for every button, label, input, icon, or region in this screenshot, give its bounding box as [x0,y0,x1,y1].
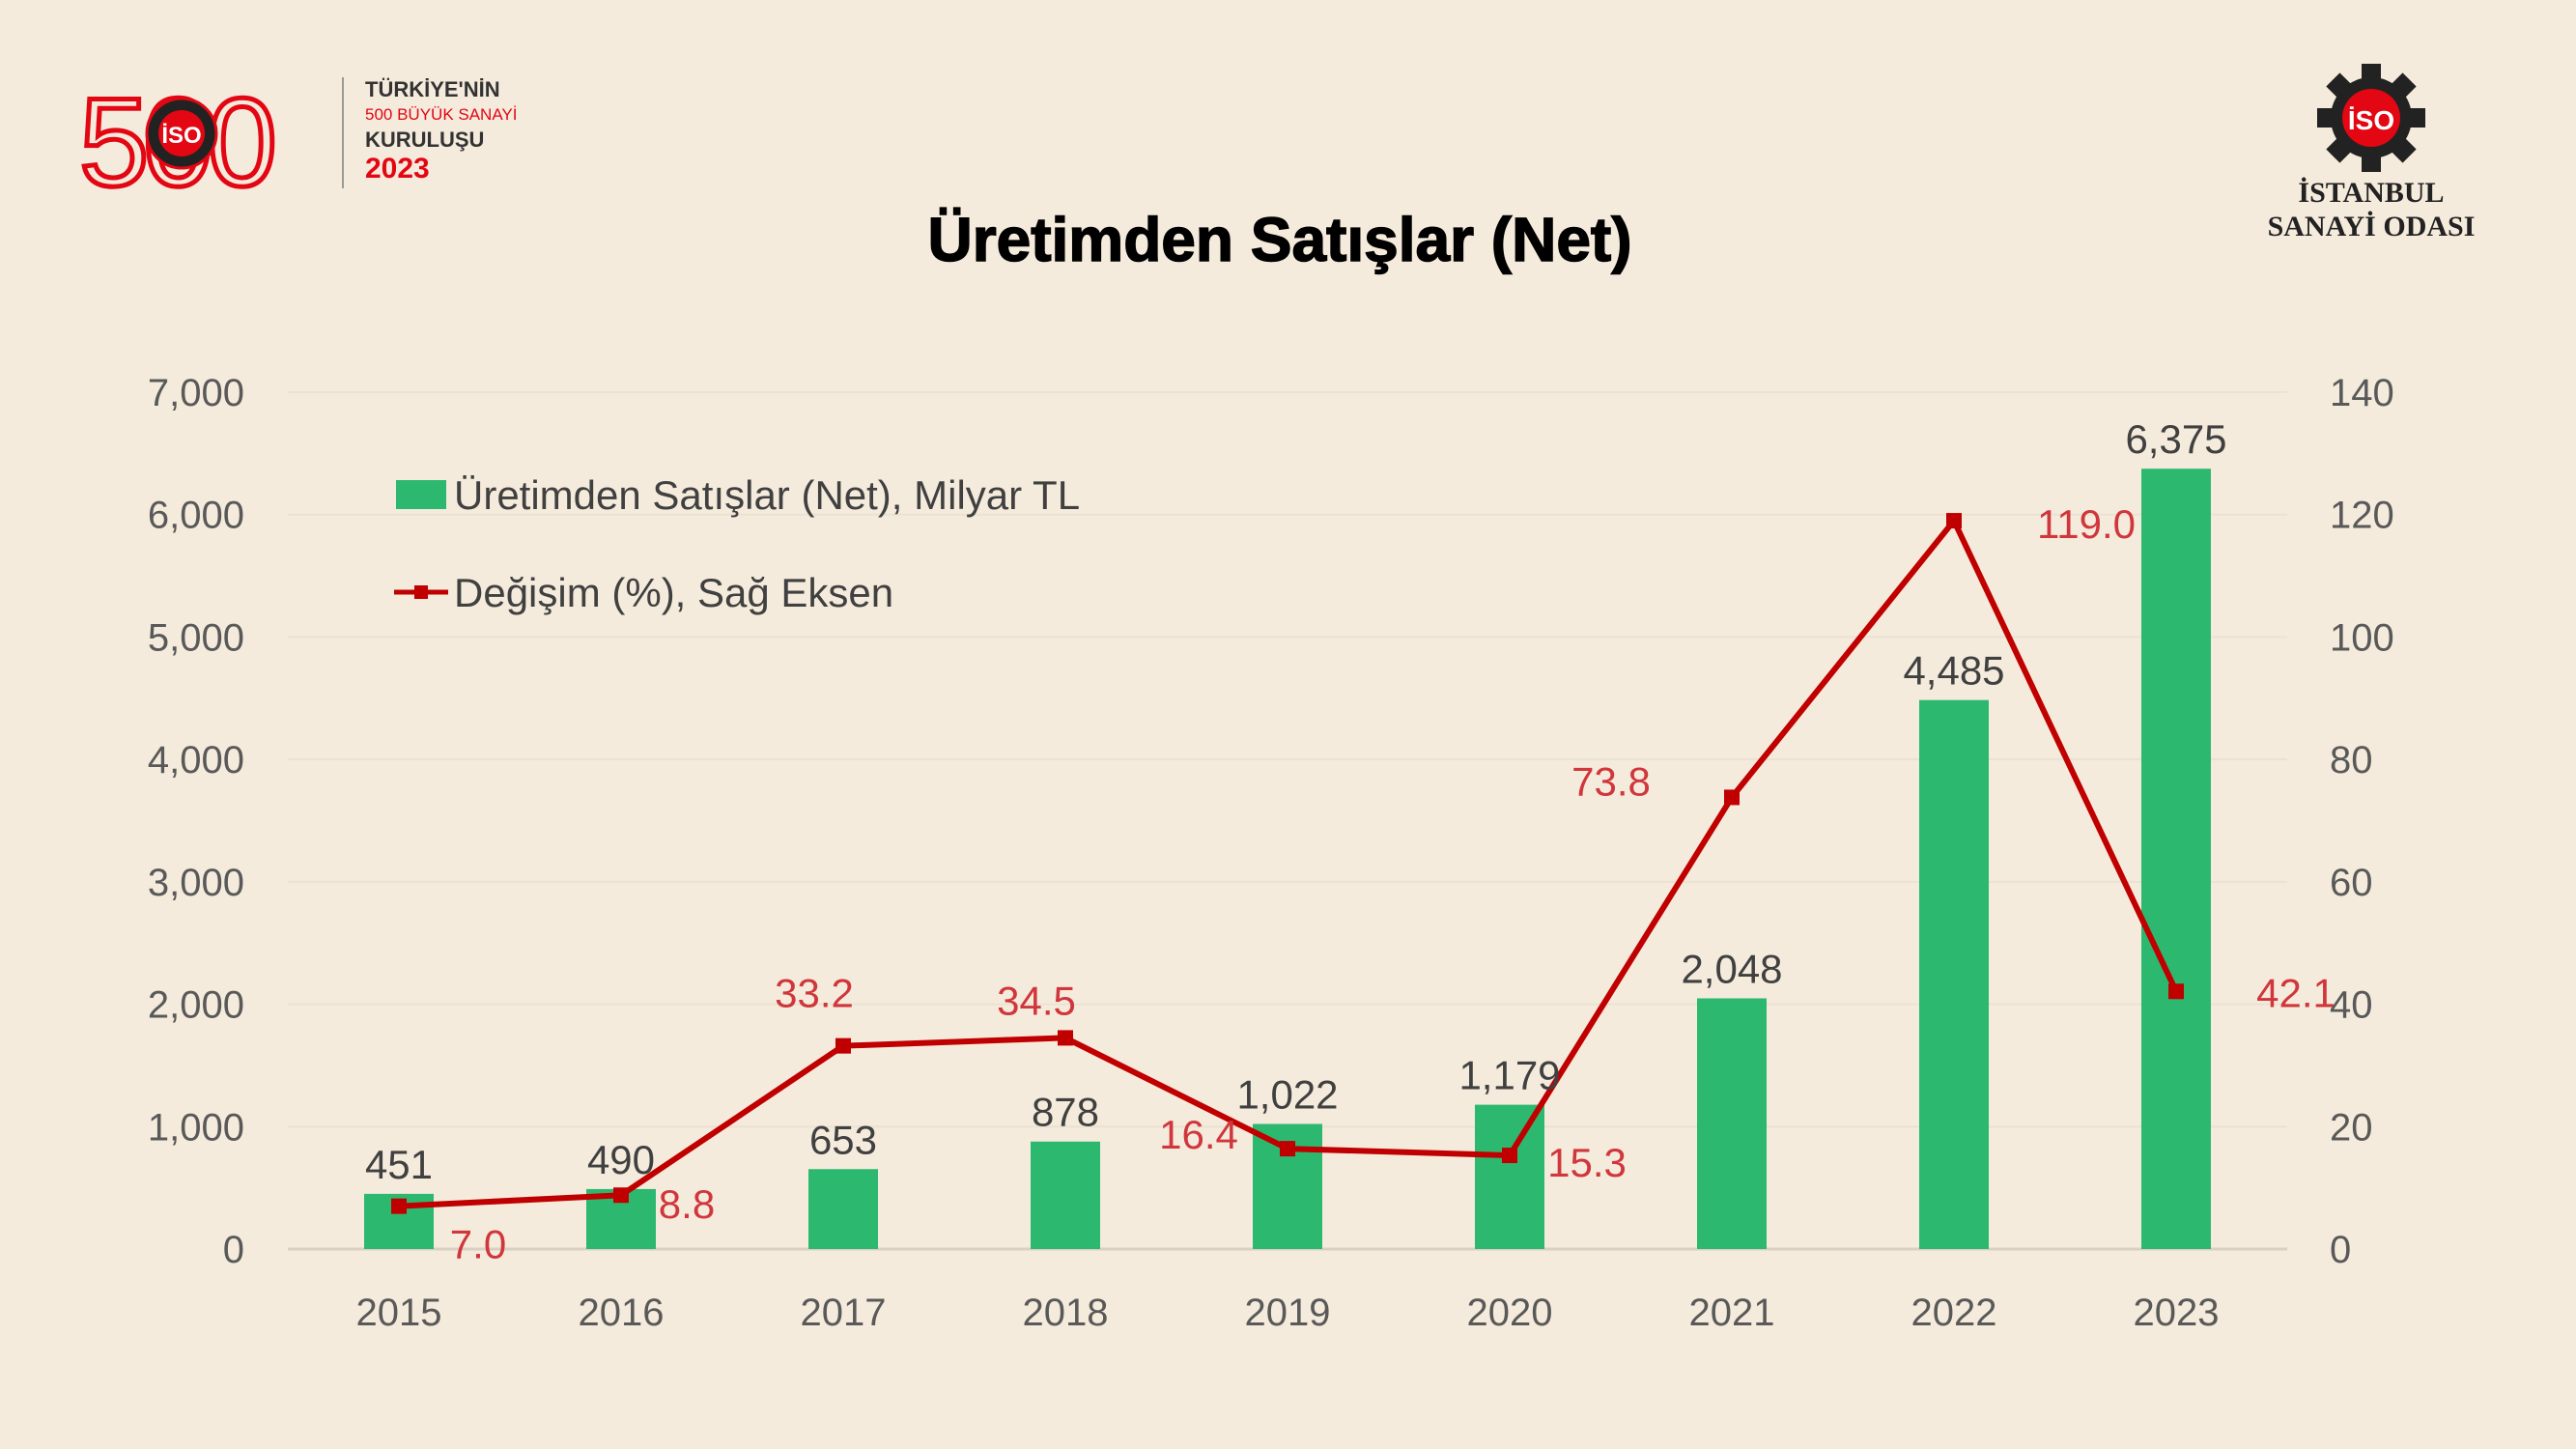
x-tick-label: 2023 [2134,1292,2220,1334]
logo-500-line1: TÜRKİYE'NİN [365,77,500,101]
line-value-label: 42.1 [2256,970,2335,1015]
line-marker [1946,513,1962,529]
x-tick-label: 2019 [1245,1292,1331,1334]
bar-value-label: 653 [809,1117,877,1162]
logo-500-badge: İSO [161,123,201,149]
bar-value-label: 490 [587,1137,655,1182]
x-tick-label: 2022 [1911,1292,1997,1334]
line-marker [1058,1030,1073,1046]
y-left-tick-label: 0 [223,1229,244,1271]
bar-value-label: 6,375 [2125,416,2226,462]
line-value-label: 16.4 [1159,1112,1238,1157]
iso-name-line2: SANAYİ ODASI [2268,211,2476,242]
y-left-tick-label: 5,000 [148,616,244,659]
iso-gear-icon [2317,64,2425,172]
y-right-tick-label: 20 [2330,1106,2373,1149]
y-right-tick-label: 100 [2330,616,2394,659]
chart-legend: Üretimden Satışlar (Net), Milyar TL Deği… [394,472,1080,615]
logo-500-line3: KURULUŞU [365,128,484,152]
bar [1697,998,1767,1249]
legend-bar-swatch [396,480,446,509]
y-right-tick-label: 120 [2330,495,2394,537]
line-value-label: 33.2 [775,971,854,1016]
y-left-tick-label: 1,000 [148,1106,244,1149]
y-right-tick-label: 60 [2330,862,2373,904]
x-tick-label: 2017 [801,1292,887,1334]
legend-line-label: Değişim (%), Sağ Eksen [454,570,893,615]
bar-value-label: 451 [365,1142,433,1187]
y-right-tick-label: 40 [2330,984,2373,1027]
bar [1919,699,1989,1249]
line-value-label: 8.8 [659,1181,715,1227]
x-tick-label: 2015 [356,1292,442,1334]
y-left-tick-label: 3,000 [148,862,244,904]
logo-500-line2: 500 BÜYÜK SANAYİ [365,105,517,124]
x-tick-label: 2021 [1689,1292,1775,1334]
x-tick-label: 2020 [1467,1292,1553,1334]
y-left-tick-label: 6,000 [148,495,244,537]
line-value-label: 73.8 [1571,758,1651,804]
y-right-tick-label: 80 [2330,739,2373,781]
line-value-label: 15.3 [1547,1140,1627,1185]
bar [2141,469,2211,1250]
chart-title: Üretimden Satışlar (Net) [927,205,1631,274]
line-marker [1724,789,1740,806]
line-marker [391,1198,407,1214]
logo-500-buyuk-sanayi: 500 İSO TÜRKİYE'NİN 500 BÜYÜK SANAYİ KUR… [77,70,517,204]
x-tick-label: 2016 [579,1292,665,1334]
line-marker [613,1187,629,1204]
logo-500-year: 2023 [365,153,430,185]
legend-line-marker [414,585,428,599]
y-right-tick-label: 140 [2330,372,2394,414]
line-marker [2168,983,2184,1000]
line-marker [835,1037,851,1054]
x-tick-label: 2018 [1023,1292,1109,1334]
bar [1031,1141,1100,1249]
line-marker [1280,1141,1295,1157]
bar-value-label: 1,022 [1236,1071,1338,1117]
bar [808,1169,878,1249]
line-value-label: 119.0 [2037,501,2136,547]
logo-istanbul-sanayi-odasi: İSO İSTANBUL SANAYİ ODASI [2268,64,2476,242]
legend-bar-label: Üretimden Satışlar (Net), Milyar TL [454,472,1080,518]
bar [1475,1104,1544,1249]
y-left-tick-label: 4,000 [148,739,244,781]
line-value-label: 7.0 [450,1222,506,1267]
y-right-tick-label: 0 [2330,1229,2351,1271]
iso-badge: İSO [2348,105,2394,135]
bar-value-label: 2,048 [1681,946,1782,991]
bar-value-label: 4,485 [1903,648,2004,694]
bar-value-label: 1,179 [1458,1053,1560,1098]
y-left-tick-label: 7,000 [148,372,244,414]
iso-name-line1: İSTANBUL [2298,177,2444,209]
line-marker [1502,1148,1517,1164]
bar-value-label: 878 [1032,1090,1099,1135]
line-value-label: 34.5 [997,978,1076,1023]
y-left-tick-label: 2,000 [148,984,244,1027]
